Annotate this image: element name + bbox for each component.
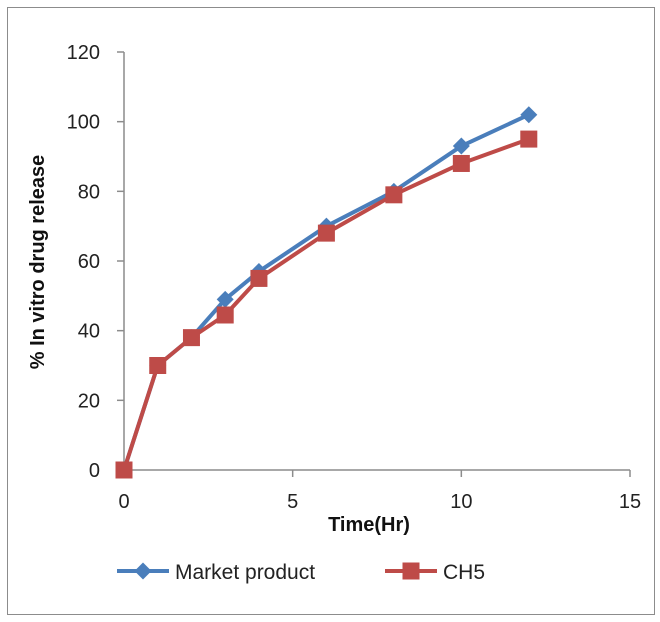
y-tick-label: 40 xyxy=(78,321,100,343)
legend-label: CH5 xyxy=(443,561,485,584)
y-tick-label: 60 xyxy=(78,251,100,273)
series-line xyxy=(122,137,530,471)
series-layer xyxy=(115,106,538,479)
y-tick-label: 100 xyxy=(67,112,100,134)
data-point xyxy=(149,357,167,374)
y-axis-title: % In vitro drug release xyxy=(27,155,49,370)
data-point xyxy=(115,461,133,479)
x-tick-label: 10 xyxy=(450,491,472,513)
legend-swatch-marker xyxy=(402,562,420,580)
axes: 0 20 40 60 80 100 120 0 5 10 15 xyxy=(67,42,642,513)
y-tick-label: 120 xyxy=(67,42,100,64)
x-tick-label: 15 xyxy=(619,491,641,513)
data-point xyxy=(317,224,335,242)
x-tick-label: 5 xyxy=(287,491,298,513)
data-point xyxy=(216,306,234,324)
x-axis-title: Time(Hr) xyxy=(328,514,410,536)
chart-frame xyxy=(7,7,655,615)
data-point xyxy=(452,154,470,172)
data-point xyxy=(520,130,538,148)
series-0 xyxy=(115,106,538,479)
legend-item: Market product xyxy=(117,561,315,584)
data-point xyxy=(385,186,403,204)
data-point xyxy=(520,106,538,124)
series-1 xyxy=(115,130,538,479)
legend-swatch-marker xyxy=(134,562,152,580)
data-point xyxy=(452,137,470,155)
legend-label: Market product xyxy=(175,561,315,584)
data-point xyxy=(216,290,234,308)
y-tick-label: 80 xyxy=(78,181,100,203)
x-tick-label: 0 xyxy=(118,491,129,513)
legend: Market product CH5 xyxy=(117,561,485,584)
legend-item: CH5 xyxy=(385,561,485,584)
data-point xyxy=(250,269,268,287)
y-tick-label: 20 xyxy=(78,390,100,412)
y-tick-label: 0 xyxy=(89,460,100,482)
data-point xyxy=(182,329,200,347)
